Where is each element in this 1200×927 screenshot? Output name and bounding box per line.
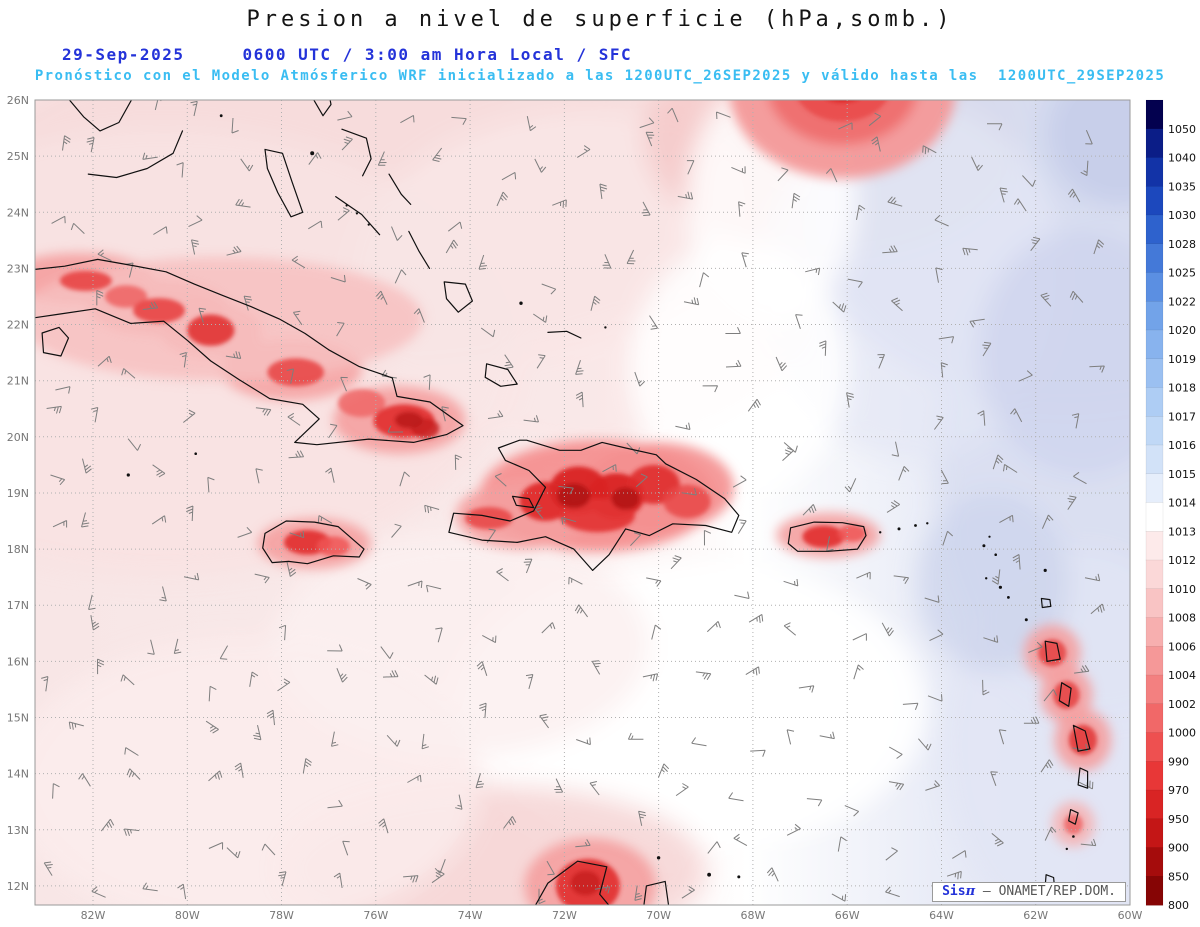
svg-text:64W: 64W bbox=[929, 909, 954, 922]
svg-text:13N: 13N bbox=[7, 824, 29, 837]
svg-text:1020: 1020 bbox=[1168, 324, 1196, 337]
svg-text:62W: 62W bbox=[1023, 909, 1048, 922]
svg-text:1016: 1016 bbox=[1168, 439, 1196, 452]
svg-text:1025: 1025 bbox=[1168, 267, 1196, 280]
svg-text:1017: 1017 bbox=[1168, 410, 1196, 423]
svg-text:990: 990 bbox=[1168, 755, 1189, 768]
svg-text:1000: 1000 bbox=[1168, 727, 1196, 740]
svg-text:900: 900 bbox=[1168, 842, 1189, 855]
svg-text:1014: 1014 bbox=[1168, 497, 1196, 510]
svg-text:74W: 74W bbox=[458, 909, 483, 922]
svg-text:1028: 1028 bbox=[1168, 238, 1196, 251]
svg-text:80W: 80W bbox=[175, 909, 200, 922]
watermark-pi-icon: π bbox=[965, 884, 976, 899]
watermark-badge: Sisπ – ONAMET/REP.DOM. bbox=[932, 882, 1126, 902]
forecast-init-line: Pronóstico con el Modelo Atmósferico WRF… bbox=[34, 68, 1166, 84]
svg-text:850: 850 bbox=[1168, 870, 1189, 883]
svg-text:1008: 1008 bbox=[1168, 612, 1196, 625]
svg-text:1013: 1013 bbox=[1168, 525, 1196, 538]
svg-text:950: 950 bbox=[1168, 813, 1189, 826]
svg-text:1019: 1019 bbox=[1168, 353, 1196, 366]
valid-date: 29-Sep-2025 bbox=[62, 45, 185, 64]
svg-text:1015: 1015 bbox=[1168, 468, 1196, 481]
svg-text:20N: 20N bbox=[7, 431, 29, 444]
svg-text:78W: 78W bbox=[269, 909, 294, 922]
watermark-sis: Sis bbox=[942, 884, 966, 899]
watermark-org: – ONAMET/REP.DOM. bbox=[975, 884, 1116, 899]
svg-text:82W: 82W bbox=[81, 909, 106, 922]
svg-text:1002: 1002 bbox=[1168, 698, 1196, 711]
svg-text:26N: 26N bbox=[7, 94, 29, 107]
svg-text:800: 800 bbox=[1168, 899, 1189, 912]
svg-text:21N: 21N bbox=[7, 375, 29, 388]
valid-time: 0600 UTC / 3:00 am Hora Local / SFC bbox=[242, 45, 633, 64]
svg-text:16N: 16N bbox=[7, 655, 29, 668]
svg-text:18N: 18N bbox=[7, 543, 29, 556]
svg-text:15N: 15N bbox=[7, 712, 29, 725]
svg-text:1030: 1030 bbox=[1168, 209, 1196, 222]
svg-text:1050: 1050 bbox=[1168, 123, 1196, 136]
svg-text:72W: 72W bbox=[552, 909, 577, 922]
svg-text:1004: 1004 bbox=[1168, 669, 1196, 682]
svg-text:22N: 22N bbox=[7, 319, 29, 332]
svg-text:76W: 76W bbox=[363, 909, 388, 922]
svg-text:66W: 66W bbox=[835, 909, 860, 922]
svg-text:1018: 1018 bbox=[1168, 382, 1196, 395]
svg-text:1040: 1040 bbox=[1168, 152, 1196, 165]
svg-text:60W: 60W bbox=[1118, 909, 1143, 922]
svg-text:70W: 70W bbox=[646, 909, 671, 922]
svg-text:12N: 12N bbox=[7, 880, 29, 893]
svg-text:1012: 1012 bbox=[1168, 554, 1196, 567]
svg-text:23N: 23N bbox=[7, 262, 29, 275]
svg-text:1035: 1035 bbox=[1168, 180, 1196, 193]
svg-text:1006: 1006 bbox=[1168, 640, 1196, 653]
svg-text:970: 970 bbox=[1168, 784, 1189, 797]
svg-text:19N: 19N bbox=[7, 487, 29, 500]
page-title: Presion a nivel de superficie (hPa,somb.… bbox=[246, 7, 954, 32]
svg-text:17N: 17N bbox=[7, 599, 29, 612]
svg-text:1010: 1010 bbox=[1168, 583, 1196, 596]
svg-text:14N: 14N bbox=[7, 768, 29, 781]
svg-text:25N: 25N bbox=[7, 150, 29, 163]
svg-text:24N: 24N bbox=[7, 206, 29, 219]
valid-datetime-line: 29-Sep-2025 0600 UTC / 3:00 am Hora Loca… bbox=[62, 45, 632, 64]
svg-text:68W: 68W bbox=[740, 909, 765, 922]
svg-text:1022: 1022 bbox=[1168, 295, 1196, 308]
